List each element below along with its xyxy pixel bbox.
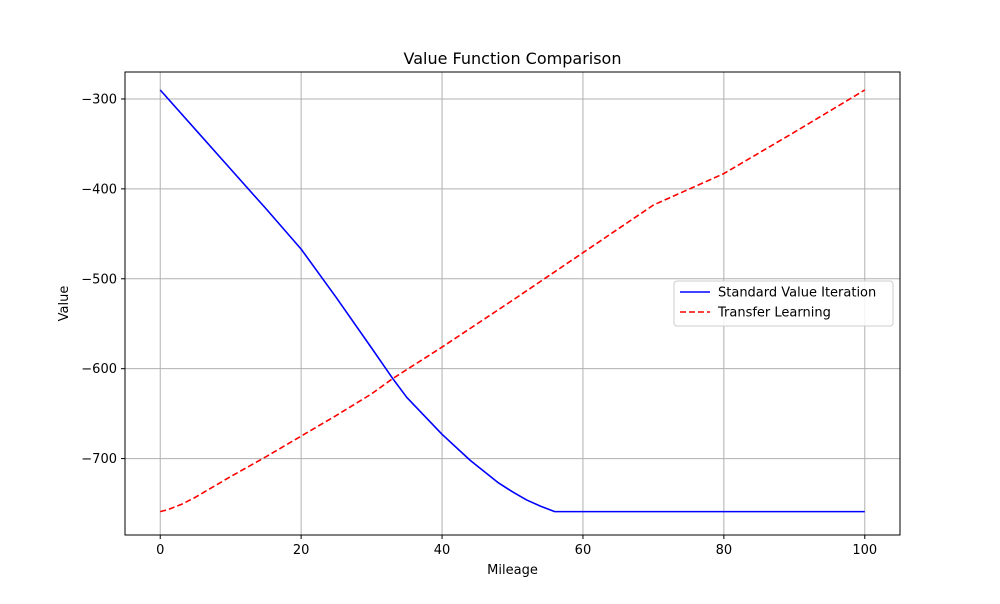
legend-label: Transfer Learning [717, 306, 831, 321]
x-tick-label: 60 [575, 543, 592, 558]
legend: Standard Value Iteration Transfer Learnin… [673, 280, 894, 327]
legend-label: Standard Value Iteration [718, 286, 876, 301]
y-axis-label: Value [57, 286, 72, 322]
x-axis-label: Mileage [487, 563, 538, 578]
legend-box [673, 280, 894, 327]
y-tick-label: −400 [81, 182, 117, 197]
ticks: 0 20 40 60 80 100 −700 −600 −500 −400 −300 [81, 92, 877, 558]
x-tick-label: 100 [852, 543, 877, 558]
y-tick-label: −500 [81, 272, 117, 287]
grid [125, 72, 900, 535]
x-tick-label: 20 [293, 543, 310, 558]
x-tick-label: 40 [434, 543, 451, 558]
x-tick-label: 80 [716, 543, 733, 558]
series-layer [159, 89, 866, 513]
series-line-standard-value-iteration [159, 89, 865, 513]
y-tick-label: −300 [81, 92, 117, 107]
series-line-transfer-learning [160, 89, 866, 513]
y-tick-label: −600 [81, 362, 117, 377]
y-tick-label: −700 [81, 452, 117, 467]
chart-title: Value Function Comparison [404, 49, 622, 68]
plot-frame [124, 71, 901, 536]
x-tick-label: 0 [156, 543, 164, 558]
